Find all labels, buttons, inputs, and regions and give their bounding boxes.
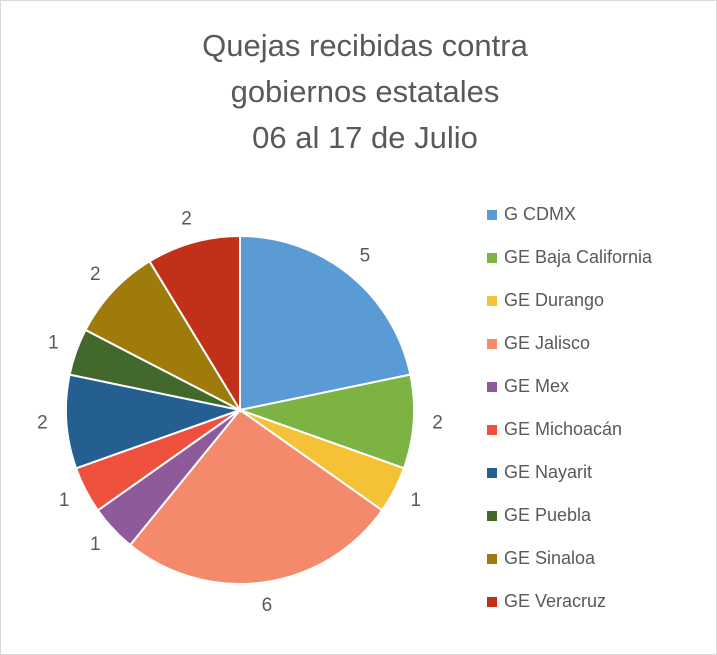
pie-slice — [128, 408, 384, 585]
legend-label: GE Nayarit — [504, 462, 592, 482]
data-label: 2 — [181, 208, 192, 229]
legend-swatch — [487, 253, 497, 263]
data-label: 1 — [48, 333, 59, 354]
pie-slice — [65, 373, 244, 470]
pie-slice — [236, 373, 415, 470]
legend-label: GE Baja California — [504, 247, 653, 267]
legend-swatch — [487, 425, 497, 435]
data-label: 2 — [432, 413, 443, 434]
data-label: 2 — [37, 413, 48, 434]
data-label: 1 — [90, 534, 101, 555]
legend-label: GE Puebla — [504, 505, 592, 525]
legend-label: GE Durango — [504, 290, 604, 310]
legend-swatch — [487, 210, 497, 220]
pie-slice — [84, 259, 243, 413]
pie-slice — [148, 234, 241, 414]
legend-label: GE Jalisco — [504, 333, 590, 353]
legend-label: GE Sinaloa — [504, 548, 596, 568]
legend-label: GE Mex — [504, 376, 569, 396]
legend-swatch — [487, 597, 497, 607]
legend-label: GE Veracruz — [504, 591, 606, 611]
legend-label: GE Michoacán — [504, 419, 622, 439]
data-label: 5 — [360, 245, 371, 266]
legend-swatch — [487, 554, 497, 564]
legend-swatch — [487, 511, 497, 521]
legend-swatch — [487, 468, 497, 478]
chart-title: 06 al 17 de Julio — [252, 120, 478, 155]
data-label: 6 — [262, 595, 273, 616]
chart-title: gobiernos estatales — [231, 74, 500, 109]
pie-slice — [239, 234, 412, 412]
legend-swatch — [487, 382, 497, 392]
data-label: 1 — [411, 490, 422, 511]
legend-swatch — [487, 339, 497, 349]
data-label: 2 — [90, 264, 101, 285]
legend-swatch — [487, 296, 497, 306]
chart-title: Quejas recibidas contra — [202, 28, 528, 63]
data-label: 1 — [59, 490, 70, 511]
legend-label: G CDMX — [504, 204, 576, 224]
